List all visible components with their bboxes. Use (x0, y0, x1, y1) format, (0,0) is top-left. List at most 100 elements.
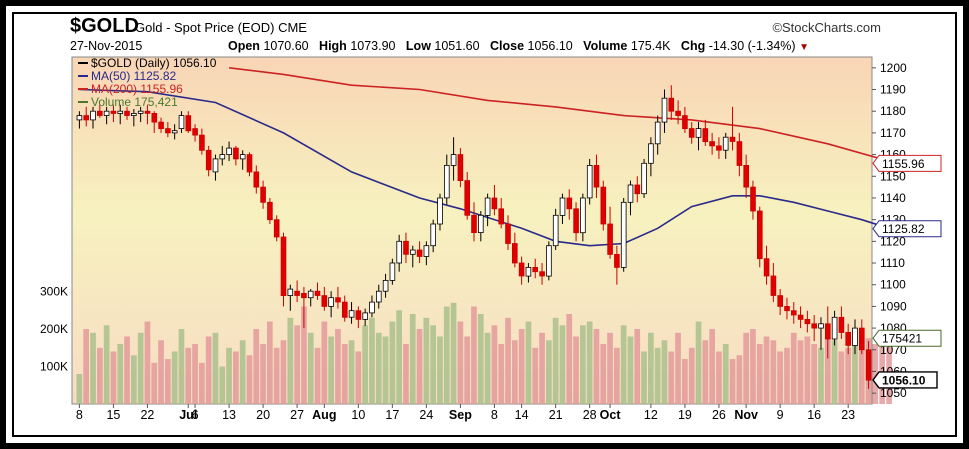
candle (675, 100, 681, 125)
volume-bar (743, 332, 749, 405)
candle-body (341, 301, 348, 318)
candle-body (110, 110, 117, 114)
volume-bar (171, 351, 178, 404)
volume-bar (457, 321, 464, 404)
candle-body (328, 297, 334, 307)
candle-body (382, 279, 389, 292)
candle (124, 106, 130, 120)
candle-body (648, 143, 654, 164)
candle-body (144, 110, 151, 114)
volume-bar (389, 321, 396, 404)
candle-body (709, 141, 715, 147)
candle (607, 206, 613, 259)
candle-body (865, 349, 872, 381)
volume-bar (661, 340, 668, 405)
candle-body (634, 184, 641, 195)
candle (859, 319, 865, 355)
volume-bar (165, 359, 171, 404)
candle (423, 241, 430, 266)
candle-body (246, 154, 253, 173)
price-marker-label: 1155.96 (882, 157, 925, 171)
brand-label: ©StockCharts.com (772, 20, 881, 35)
candle-body (260, 186, 266, 203)
candle-body (294, 290, 300, 296)
volume-bar (97, 347, 103, 405)
volume-bar (872, 344, 879, 404)
candle-body (124, 110, 130, 116)
candle (389, 258, 396, 285)
candle-body (716, 145, 722, 151)
candle-body (273, 219, 280, 238)
candle (566, 189, 573, 220)
candle-body (158, 121, 164, 129)
volume-bar (117, 344, 124, 404)
candle (450, 137, 457, 181)
candle-body (811, 323, 817, 329)
volume-bar (824, 336, 831, 404)
volume-bar (158, 340, 164, 405)
candle-body (859, 327, 865, 351)
volume-bar (151, 362, 158, 405)
candle-body (130, 113, 137, 117)
volume-bar (525, 321, 532, 404)
candle-body (695, 128, 702, 138)
volume-bar (518, 329, 525, 404)
volume-bar (226, 347, 232, 405)
candle-body (573, 208, 579, 234)
candle (498, 197, 504, 229)
candle (403, 232, 409, 264)
candle (178, 111, 185, 133)
volume-bar (756, 344, 763, 404)
volume-bar (852, 344, 858, 404)
price-tick-label: 1140 (880, 191, 906, 205)
candle (648, 137, 654, 177)
candle-body (784, 305, 790, 312)
candle-body (117, 110, 124, 114)
candle (246, 152, 253, 177)
candle-body (301, 292, 307, 299)
candle (239, 150, 246, 170)
candle (341, 295, 348, 322)
volume-bar (321, 321, 328, 404)
candle-body (566, 197, 573, 210)
candle (736, 132, 743, 177)
down-arrow-icon: ▼ (799, 42, 809, 53)
date-tick-label: 16 (807, 408, 821, 422)
candle-body (525, 266, 532, 277)
ma50-path (79, 88, 890, 247)
candle-body (845, 331, 851, 346)
volume-bar (648, 332, 654, 405)
volume-bar (593, 329, 600, 404)
candle-body (199, 134, 205, 151)
candle (294, 280, 300, 303)
volume-bar (287, 317, 294, 405)
price-marker-label: 175421 (882, 332, 922, 346)
candle-body (838, 316, 845, 333)
candle (729, 106, 736, 151)
candle (695, 122, 702, 151)
volume-bar (382, 336, 389, 404)
price-marker-box (872, 329, 942, 347)
date-tick-label: 6 (192, 408, 199, 422)
candle-body (423, 245, 430, 257)
candle (573, 202, 579, 242)
volume-bar (314, 347, 321, 405)
candle (273, 215, 280, 242)
volume-bar (716, 351, 722, 404)
volume-bar (797, 340, 804, 405)
candle (205, 145, 212, 177)
candle (471, 202, 477, 242)
high-label: High (319, 39, 347, 53)
date-tick-label: 8 (76, 408, 83, 422)
volume-bar (580, 325, 586, 405)
candle-body (233, 147, 239, 160)
volume-bar (634, 329, 641, 404)
volume-bar (443, 306, 450, 404)
volume-value: 175.4K (630, 39, 671, 53)
volume-bar (600, 344, 607, 404)
candle (797, 306, 804, 329)
volume-bar (811, 344, 817, 404)
candle (525, 263, 532, 283)
chart-inner-border (12, 12, 957, 437)
